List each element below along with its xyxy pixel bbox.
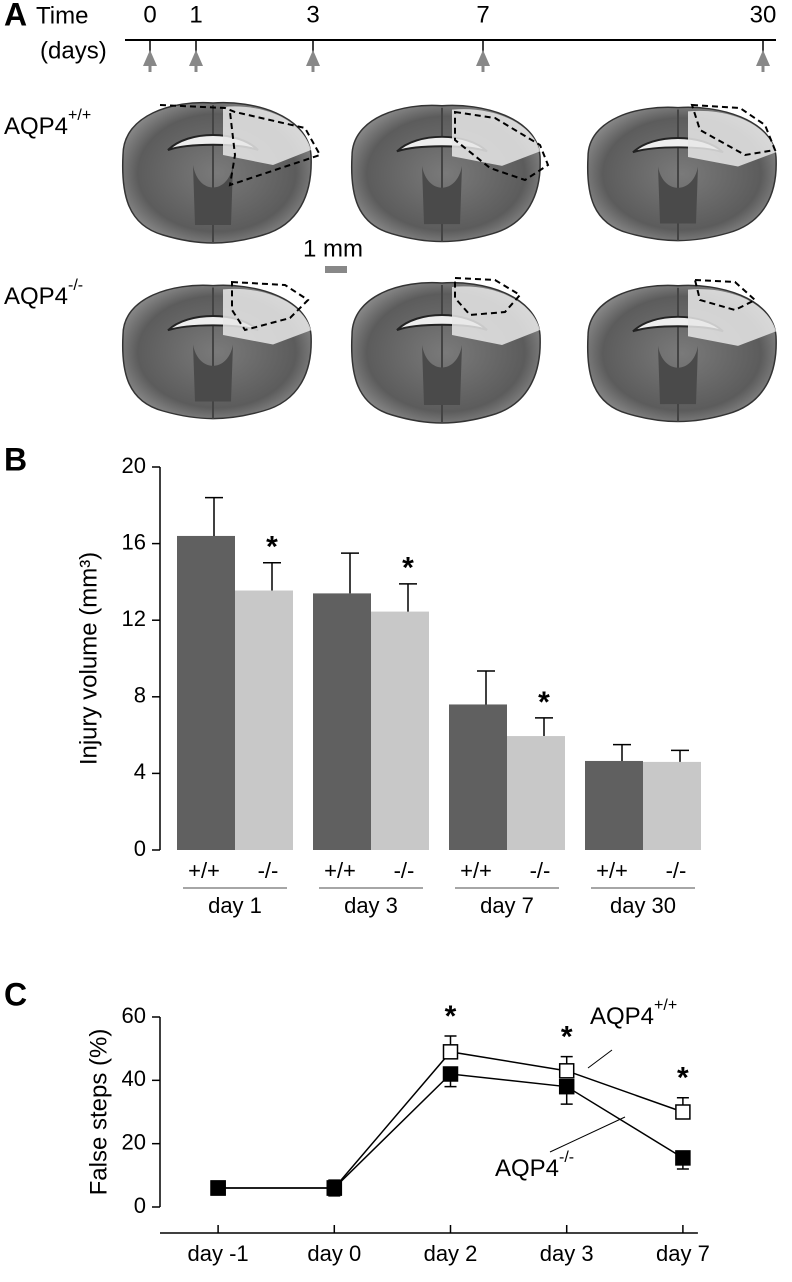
name-text: AQP4: [495, 1155, 559, 1182]
marker: [442, 1044, 459, 1060]
bar: [585, 760, 643, 850]
time-point-label: 0: [143, 1, 156, 28]
x-sub-label: +/+: [596, 858, 628, 883]
significance-marker: *: [402, 552, 414, 585]
chart-panel: C 0 20 40 60 False steps (%) day -1 day 0 day 2 d…: [4, 976, 710, 1265]
y-tick-label: 60: [122, 1003, 146, 1028]
series-label: AQP4+/+: [590, 997, 677, 1030]
x-tick-label: day 0: [307, 1241, 361, 1266]
significance-marker: *: [266, 531, 278, 564]
y-axis-label: False steps (%): [85, 1029, 112, 1196]
y-tick-label: 12: [122, 606, 146, 631]
y-tick-label: 40: [122, 1066, 146, 1091]
y-tick-label: 4: [134, 759, 146, 784]
time-label: Time: [36, 2, 88, 29]
marker: [675, 1104, 691, 1120]
x-tick-label: day 1: [208, 893, 262, 918]
y-axis-label: Injury volume (mm³): [75, 552, 102, 765]
marker: [558, 1063, 575, 1079]
error-bar: [477, 670, 495, 705]
y-tick-label: 0: [134, 1193, 146, 1218]
scale-bar-label: 1 mm: [303, 235, 363, 262]
y-tick-label: 0: [134, 836, 146, 861]
superscript: +/+: [68, 107, 91, 124]
panel-label: C: [4, 976, 27, 1012]
error-bar: [613, 743, 631, 761]
x-tick-label: day 30: [610, 893, 676, 918]
x-sub-label: -/-: [394, 858, 415, 883]
error-bar: [535, 717, 553, 737]
error-bar: [341, 552, 359, 594]
y-tick-label: 8: [134, 683, 146, 708]
leader-line: [587, 1049, 613, 1069]
arrow: [756, 50, 770, 72]
x-sub-label: +/+: [324, 858, 356, 883]
marker: [558, 1078, 575, 1095]
scale-bar: [325, 266, 347, 273]
arrow: [143, 50, 157, 72]
name-text: AQP4: [4, 283, 68, 310]
arrow: [476, 50, 490, 72]
row-label: AQP4+/+: [4, 107, 91, 140]
bar: [643, 761, 701, 850]
time-point-label: 7: [476, 1, 489, 28]
brain-images: [121, 101, 778, 424]
bar: [313, 593, 371, 850]
marker: [210, 1180, 226, 1196]
bar: [507, 736, 565, 850]
significance-marker: *: [538, 686, 550, 719]
marker: [326, 1180, 343, 1196]
y-tick-label: 20: [122, 453, 146, 478]
x-sub-label: -/-: [666, 858, 687, 883]
time-point-label: 30: [750, 1, 777, 28]
bar: [177, 535, 235, 850]
error-bar: [205, 496, 223, 536]
y-tick-label: 20: [122, 1129, 146, 1154]
x-tick-label: day 7: [480, 893, 534, 918]
x-sub-label: -/-: [530, 858, 551, 883]
error-bar: [399, 583, 417, 612]
superscript: -/-: [68, 277, 83, 294]
x-tick-label: day 3: [344, 893, 398, 918]
unit-label: (days): [40, 37, 107, 64]
x-tick-label: day 7: [656, 1241, 710, 1266]
bar: [449, 704, 507, 850]
time-point-label: 3: [306, 1, 319, 28]
chart-panel: B 0 4 8 12 16 20 Injury volume (mm³) +/+ * -/- day …: [4, 441, 701, 918]
leader-line: [549, 1116, 626, 1153]
superscript: +/+: [654, 997, 677, 1014]
error-bar: [671, 749, 689, 762]
bar: [371, 611, 429, 850]
superscript: -/-: [559, 1149, 574, 1166]
row-label: AQP4-/-: [4, 277, 83, 310]
panel-label: B: [4, 441, 27, 477]
significance-marker: *: [445, 1000, 457, 1033]
series-line: [218, 1073, 684, 1189]
marker: [442, 1066, 459, 1082]
x-tick-label: day 2: [424, 1241, 478, 1266]
name-text: AQP4: [590, 1003, 654, 1030]
significance-marker: *: [561, 1021, 573, 1054]
arrow: [189, 50, 203, 72]
x-sub-label: +/+: [188, 858, 220, 883]
name-text: AQP4: [4, 113, 68, 140]
bar: [235, 590, 293, 850]
x-tick-label: day 3: [540, 1241, 594, 1266]
error-bar: [263, 562, 281, 591]
significance-marker: *: [677, 1062, 689, 1095]
time-point-label: 1: [189, 1, 202, 28]
marker: [675, 1150, 691, 1166]
x-sub-label: +/+: [460, 858, 492, 883]
arrow: [306, 50, 320, 72]
series-label: AQP4-/-: [495, 1149, 574, 1182]
y-tick-label: 16: [122, 529, 146, 554]
panel-label: A: [4, 0, 27, 32]
x-tick-label: day -1: [188, 1241, 249, 1266]
x-sub-label: -/-: [258, 858, 279, 883]
